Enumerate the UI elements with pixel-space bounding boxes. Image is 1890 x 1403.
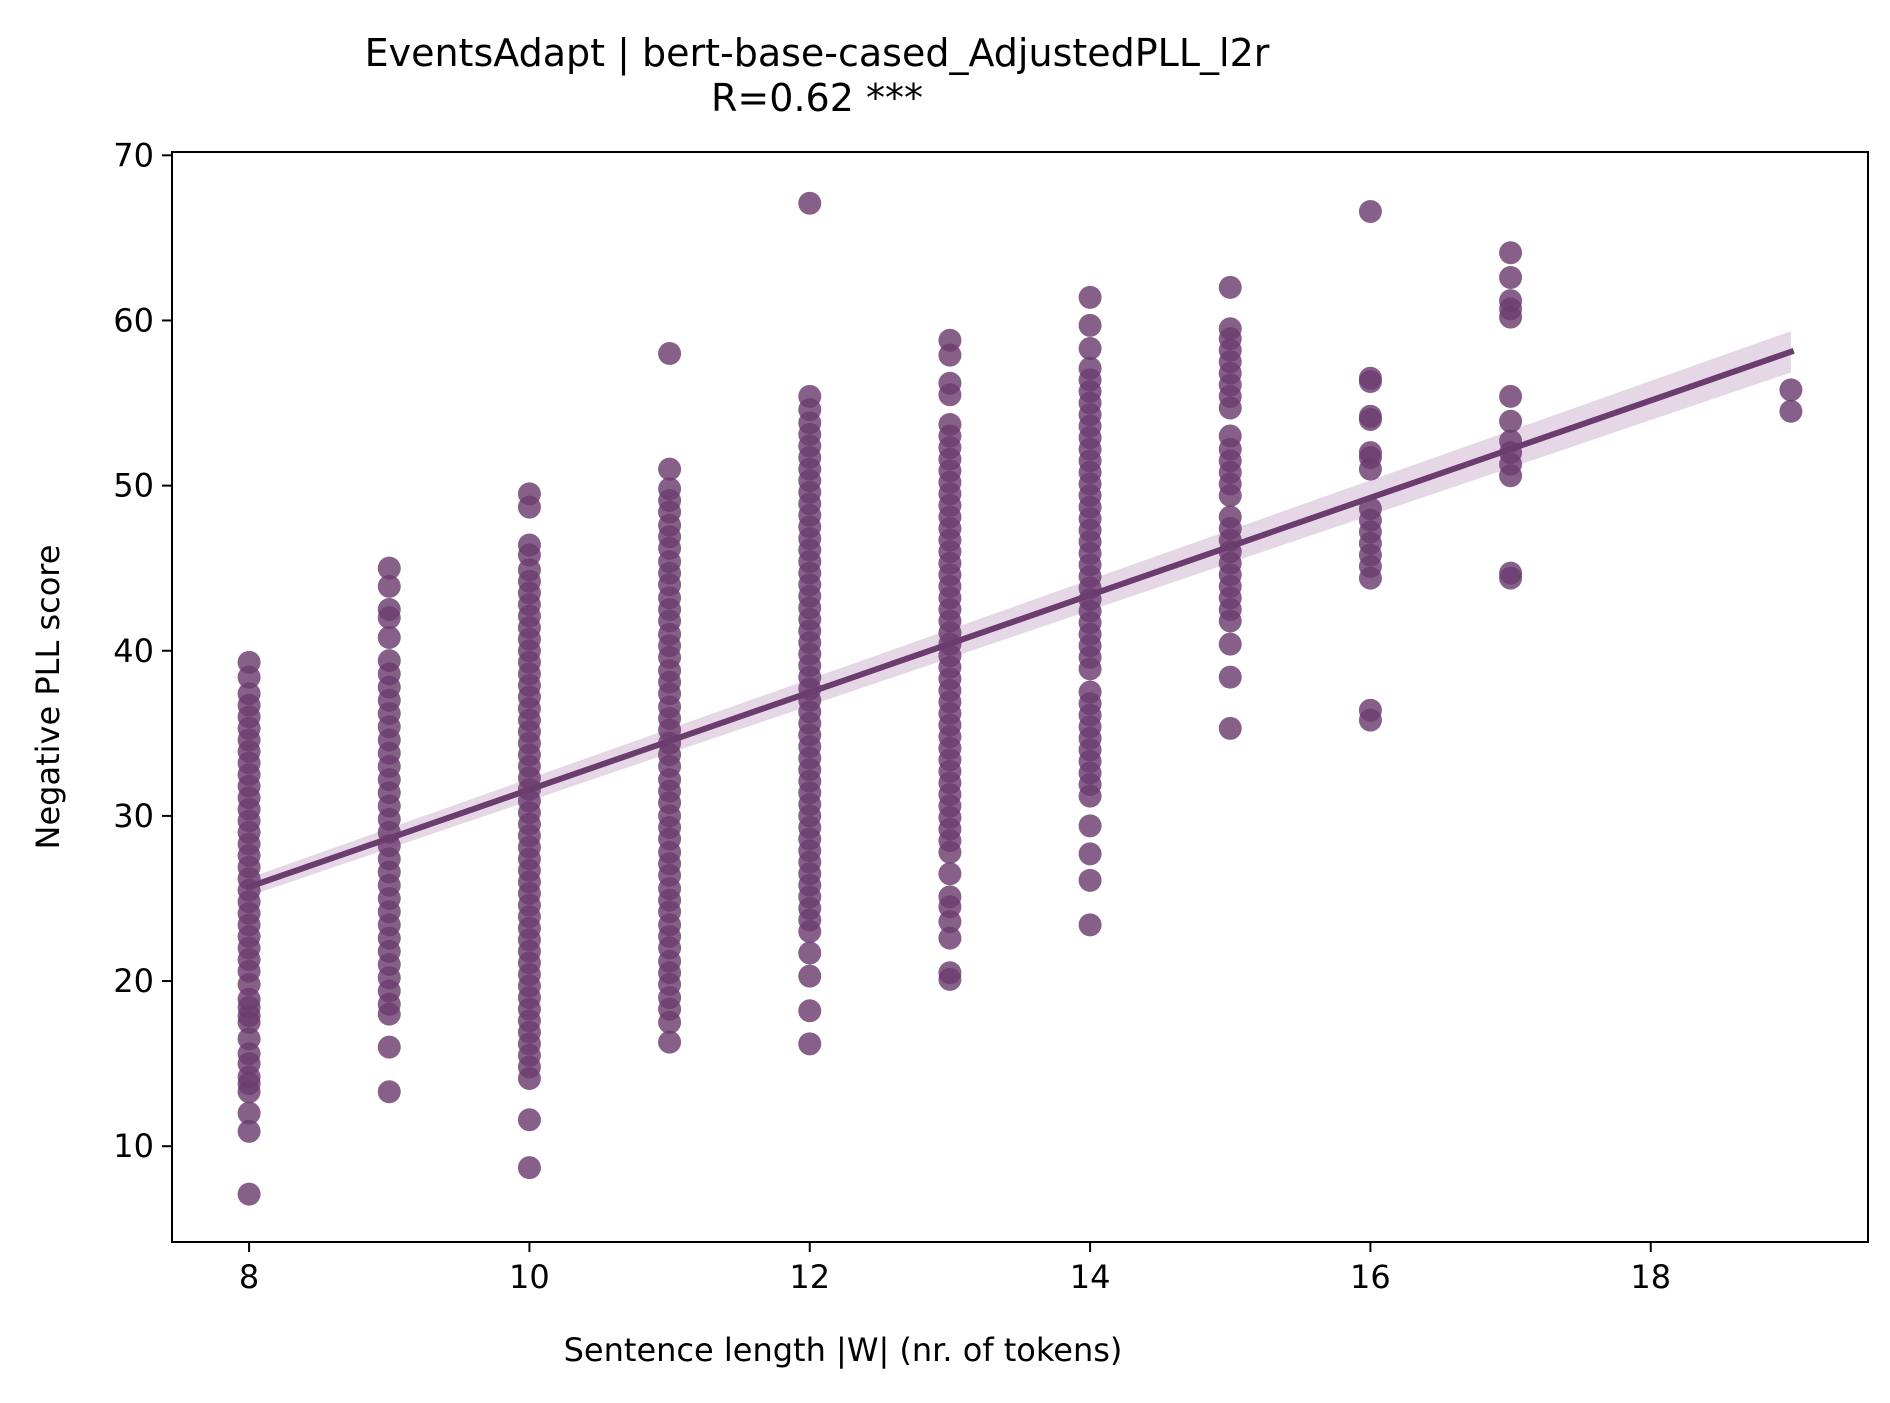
data-point	[1218, 424, 1242, 448]
regression-line-layer	[245, 348, 1795, 891]
x-axis-label: Sentence length |W| (nr. of tokens)	[564, 1331, 1123, 1369]
x-tick-label: 16	[1350, 1258, 1391, 1296]
data-point	[1078, 814, 1102, 838]
data-point	[237, 1182, 261, 1206]
data-point	[1218, 716, 1242, 740]
data-point	[658, 1030, 682, 1054]
data-point	[1779, 399, 1803, 423]
data-point	[798, 941, 822, 965]
data-point	[517, 533, 541, 557]
data-point	[798, 999, 822, 1023]
y-axis-label: Negative PLL score	[29, 545, 67, 850]
x-tick-label: 12	[789, 1258, 830, 1296]
data-point	[1078, 913, 1102, 937]
data-point	[1779, 378, 1803, 402]
data-point	[1358, 404, 1382, 428]
data-points-layer	[237, 191, 1803, 1206]
data-point	[1078, 285, 1102, 309]
x-tick-label: 18	[1630, 1258, 1671, 1296]
data-point	[1358, 497, 1382, 521]
data-point	[377, 1035, 401, 1059]
chart-subtitle: R=0.62 ***	[711, 76, 923, 120]
data-point	[1499, 241, 1523, 265]
data-point	[1078, 842, 1102, 866]
data-point	[517, 482, 541, 506]
x-axis-ticks: 8 10 12 14 16 18	[239, 1242, 1671, 1296]
data-point	[377, 1080, 401, 1104]
regression-line	[245, 348, 1795, 891]
data-point	[377, 649, 401, 673]
data-point	[377, 626, 401, 650]
data-point	[517, 1108, 541, 1132]
data-point	[938, 413, 962, 436]
data-point	[1078, 356, 1102, 380]
data-point	[1078, 680, 1102, 704]
data-point	[1218, 665, 1242, 689]
data-point	[1358, 199, 1382, 223]
data-point	[237, 650, 261, 674]
x-tick-label: 14	[1070, 1258, 1111, 1296]
data-point	[1499, 561, 1523, 585]
data-point	[237, 1119, 261, 1143]
data-point	[1499, 289, 1523, 313]
data-point	[938, 862, 962, 886]
y-tick-label: 40	[113, 632, 154, 670]
y-tick-label: 50	[113, 467, 154, 505]
data-point	[1499, 384, 1523, 408]
chart-title: EventsAdapt | bert-base-cased_AdjustedPL…	[365, 31, 1270, 76]
data-point	[237, 682, 261, 706]
data-point	[938, 961, 962, 985]
data-point	[938, 328, 962, 352]
data-point	[1499, 266, 1523, 290]
x-tick-label: 10	[509, 1258, 550, 1296]
y-tick-label: 20	[113, 962, 154, 1000]
data-point	[798, 191, 822, 215]
y-tick-label: 70	[113, 136, 154, 174]
plot-frame	[171, 151, 1869, 1243]
data-point	[517, 1156, 541, 1180]
data-point	[1499, 409, 1523, 433]
data-point	[237, 1027, 261, 1051]
y-tick-label: 60	[113, 301, 154, 339]
data-point	[377, 574, 401, 598]
data-point	[1358, 698, 1382, 722]
data-point	[938, 885, 962, 909]
y-axis-ticks: 10 20 30 40 50 60 70	[113, 136, 172, 1165]
data-point	[798, 1032, 822, 1056]
data-point	[1218, 275, 1242, 299]
y-tick-label: 10	[113, 1127, 154, 1165]
data-point	[377, 556, 401, 580]
data-point	[1078, 868, 1102, 892]
data-point	[658, 457, 682, 481]
y-tick-label: 30	[113, 797, 154, 835]
confidence-band-layer	[249, 331, 1791, 897]
data-point	[1218, 505, 1242, 529]
data-point	[1358, 366, 1382, 390]
data-point	[798, 384, 822, 408]
data-point	[938, 371, 962, 395]
data-point	[1078, 313, 1102, 337]
data-point	[1358, 441, 1382, 465]
data-point	[377, 597, 401, 621]
data-point	[658, 341, 682, 365]
x-tick-label: 8	[239, 1258, 259, 1296]
regression-confidence-band	[249, 331, 1791, 897]
data-point	[237, 1101, 261, 1125]
data-point	[658, 477, 682, 501]
data-point	[1218, 317, 1242, 341]
data-point	[1218, 632, 1242, 656]
data-point	[798, 964, 822, 988]
data-point	[938, 926, 962, 950]
data-point	[1078, 337, 1102, 361]
